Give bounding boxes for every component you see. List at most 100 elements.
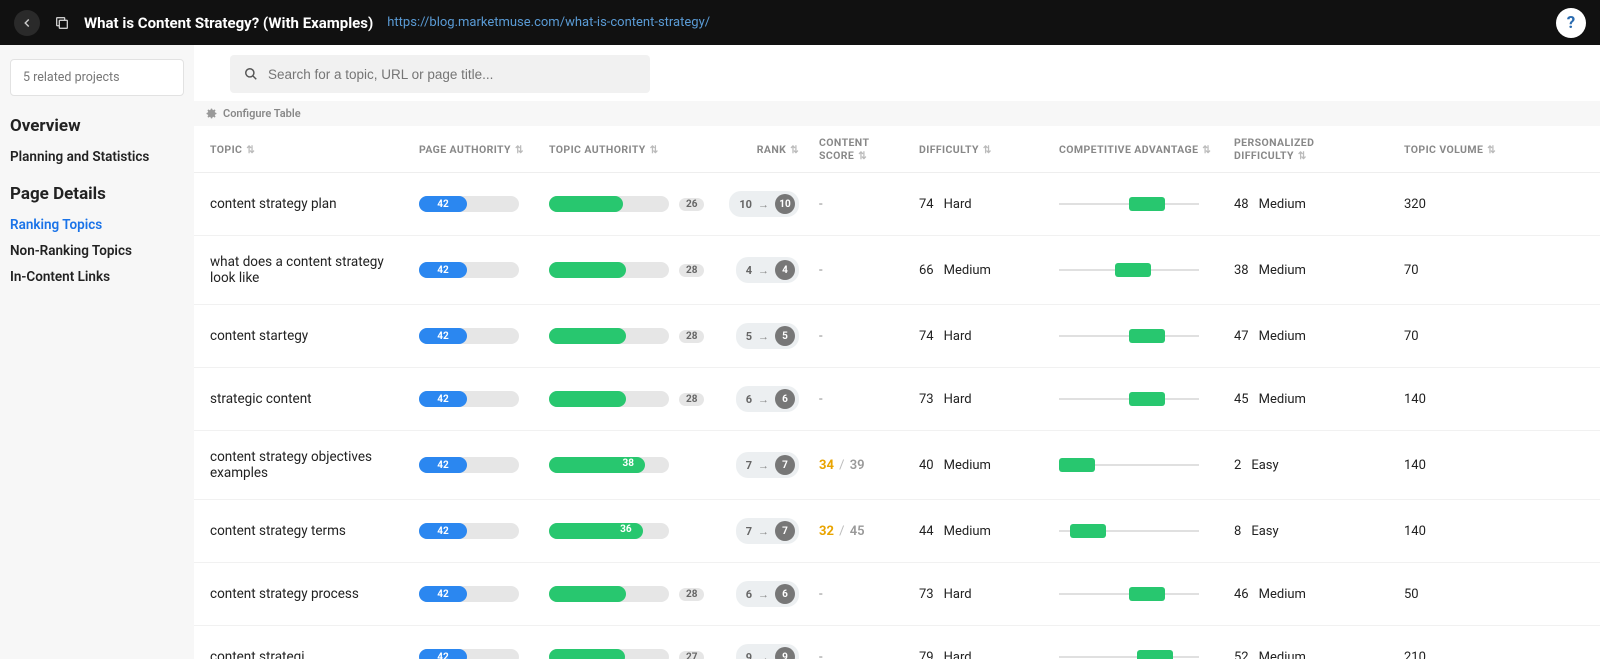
competitive-advantage-bar bbox=[1059, 329, 1214, 343]
topic-volume-cell: 210 bbox=[1394, 626, 1600, 659]
col-topic-authority[interactable]: Topic Authority⇅ bbox=[539, 126, 719, 173]
col-topic[interactable]: Topic⇅ bbox=[194, 126, 409, 173]
topic-authority-bar: 28 bbox=[549, 328, 709, 344]
table-row[interactable]: content startegy42285 → 5-74Hard47Medium… bbox=[194, 305, 1600, 368]
sort-icon: ⇅ bbox=[515, 145, 524, 156]
topic-volume-cell: 140 bbox=[1394, 431, 1600, 500]
rank-pill: 5 → 5 bbox=[736, 323, 799, 349]
difficulty-cell: 44Medium bbox=[919, 524, 1039, 539]
table-row[interactable]: content strategy plan422610 → 10-74Hard4… bbox=[194, 173, 1600, 236]
content-score-empty: - bbox=[819, 329, 823, 344]
rank-pill: 4 → 4 bbox=[736, 257, 799, 283]
rank-pill: 7 → 7 bbox=[736, 452, 799, 478]
content-score: 32 / 45 bbox=[819, 524, 865, 539]
topic-cell: content strategy terms bbox=[210, 523, 399, 539]
topic-cell: strategic content bbox=[210, 391, 399, 407]
personalized-difficulty-cell: 48Medium bbox=[1234, 197, 1384, 212]
col-competitive-advantage[interactable]: Competitive Advantage⇅ bbox=[1049, 126, 1224, 173]
topic-authority-bar: 27 bbox=[549, 649, 709, 659]
competitive-advantage-bar bbox=[1059, 263, 1214, 277]
difficulty-cell: 66Medium bbox=[919, 263, 1039, 278]
page-authority-bar: 42 bbox=[419, 586, 529, 602]
table-row[interactable]: strategic content42286 → 6-73Hard45Mediu… bbox=[194, 368, 1600, 431]
topic-cell: content strategy process bbox=[210, 586, 399, 602]
sort-icon: ⇅ bbox=[858, 151, 867, 162]
back-button[interactable] bbox=[14, 10, 40, 36]
rank-pill: 10 → 10 bbox=[729, 191, 799, 217]
table-row[interactable]: content strategy terms42367 → 732 / 4544… bbox=[194, 500, 1600, 563]
sort-icon: ⇅ bbox=[650, 145, 659, 156]
col-page-authority[interactable]: Page Authority⇅ bbox=[409, 126, 539, 173]
sort-icon: ⇅ bbox=[1298, 151, 1307, 162]
sort-icon: ⇅ bbox=[1487, 145, 1496, 156]
col-difficulty[interactable]: Difficulty⇅ bbox=[909, 126, 1049, 173]
question-icon: ? bbox=[1567, 13, 1575, 33]
topic-authority-bar: 28 bbox=[549, 586, 709, 602]
top-bar: What is Content Strategy? (With Examples… bbox=[0, 0, 1600, 45]
topic-authority-bar: 28 bbox=[549, 391, 709, 407]
page-authority-bar: 42 bbox=[419, 328, 529, 344]
competitive-advantage-bar bbox=[1059, 458, 1214, 472]
topic-cell: what does a content strategy look like bbox=[210, 254, 399, 286]
sidebar-link-incontent-links[interactable]: In-Content Links bbox=[10, 264, 184, 290]
configure-table-row[interactable]: Configure Table bbox=[194, 101, 1600, 126]
competitive-advantage-bar bbox=[1059, 197, 1214, 211]
competitive-advantage-bar bbox=[1059, 524, 1214, 538]
configure-table-label: Configure Table bbox=[223, 107, 301, 120]
sidebar-link-nonranking-topics[interactable]: Non-Ranking Topics bbox=[10, 238, 184, 264]
search-input[interactable] bbox=[230, 55, 650, 93]
gear-icon bbox=[206, 108, 217, 119]
personalized-difficulty-cell: 52Medium bbox=[1234, 650, 1384, 659]
topic-volume-cell: 320 bbox=[1394, 173, 1600, 236]
content-score-empty: - bbox=[819, 197, 823, 212]
topic-authority-bar: 26 bbox=[549, 196, 709, 212]
content-score: 34 / 39 bbox=[819, 458, 865, 473]
sidebar-section-overview: Overview bbox=[10, 116, 184, 136]
page-authority-bar: 42 bbox=[419, 391, 529, 407]
copy-icon bbox=[54, 15, 70, 31]
rank-pill: 6 → 6 bbox=[736, 581, 799, 607]
table-row[interactable]: content strategi42279 → 9-79Hard52Medium… bbox=[194, 626, 1600, 659]
page-title: What is Content Strategy? (With Examples… bbox=[84, 14, 373, 32]
competitive-advantage-bar bbox=[1059, 587, 1214, 601]
topic-authority-bar: 28 bbox=[549, 262, 709, 278]
content-score-empty: - bbox=[819, 392, 823, 407]
search-field[interactable] bbox=[268, 67, 636, 82]
personalized-difficulty-cell: 46Medium bbox=[1234, 587, 1384, 602]
col-topic-volume[interactable]: Topic Volume⇅ bbox=[1394, 126, 1600, 173]
table-row[interactable]: what does a content strategy look like42… bbox=[194, 236, 1600, 305]
page-authority-bar: 42 bbox=[419, 457, 529, 473]
topic-volume-cell: 140 bbox=[1394, 368, 1600, 431]
sort-icon: ⇅ bbox=[246, 145, 255, 156]
rank-pill: 9 → 9 bbox=[736, 644, 799, 659]
table-row[interactable]: content strategy process42286 → 6-73Hard… bbox=[194, 563, 1600, 626]
difficulty-cell: 74Hard bbox=[919, 197, 1039, 212]
help-button[interactable]: ? bbox=[1556, 8, 1586, 38]
search-row bbox=[194, 45, 1600, 101]
ranking-topics-table: Topic⇅ Page Authority⇅ Topic Authority⇅ … bbox=[194, 126, 1600, 659]
page-authority-bar: 42 bbox=[419, 523, 529, 539]
sidebar-link-planning[interactable]: Planning and Statistics bbox=[10, 144, 184, 170]
difficulty-cell: 73Hard bbox=[919, 392, 1039, 407]
duplicate-button[interactable] bbox=[54, 15, 70, 31]
rank-pill: 7 → 7 bbox=[736, 518, 799, 544]
col-personalized-difficulty[interactable]: Personalized Difficulty⇅ bbox=[1224, 126, 1394, 173]
topic-volume-cell: 70 bbox=[1394, 236, 1600, 305]
competitive-advantage-bar bbox=[1059, 392, 1214, 406]
page-url[interactable]: https://blog.marketmuse.com/what-is-cont… bbox=[387, 15, 710, 30]
difficulty-cell: 74Hard bbox=[919, 329, 1039, 344]
sidebar-link-ranking-topics[interactable]: Ranking Topics bbox=[10, 212, 184, 238]
sort-icon: ⇅ bbox=[790, 145, 799, 156]
personalized-difficulty-cell: 8Easy bbox=[1234, 524, 1384, 539]
difficulty-cell: 40Medium bbox=[919, 458, 1039, 473]
search-icon bbox=[244, 67, 258, 81]
table-row[interactable]: content strategy objectives examples4238… bbox=[194, 431, 1600, 500]
personalized-difficulty-cell: 2Easy bbox=[1234, 458, 1384, 473]
page-authority-bar: 42 bbox=[419, 649, 529, 659]
related-projects[interactable]: 5 related projects bbox=[10, 59, 184, 96]
col-rank[interactable]: Rank⇅ bbox=[719, 126, 809, 173]
col-content-score[interactable]: Content Score⇅ bbox=[809, 126, 909, 173]
rank-pill: 6 → 6 bbox=[736, 386, 799, 412]
difficulty-cell: 73Hard bbox=[919, 587, 1039, 602]
personalized-difficulty-cell: 47Medium bbox=[1234, 329, 1384, 344]
